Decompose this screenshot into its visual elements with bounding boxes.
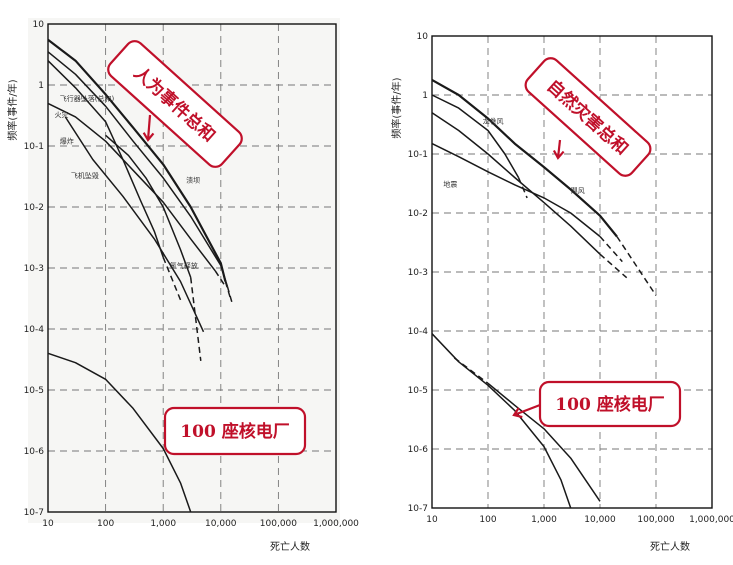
x-tick-label: 10,000	[205, 519, 237, 529]
reactor-callout-text: 100 座核电厂	[555, 394, 664, 415]
series-tail-3	[162, 257, 182, 301]
plot-frame	[431, 35, 713, 509]
series-line-7	[47, 352, 192, 513]
x-tick-label: 1,000	[531, 515, 557, 525]
series-line-2	[47, 51, 229, 287]
curve-label: 地震	[443, 180, 457, 189]
reactor-callout: 100 座核电厂	[538, 380, 682, 428]
series-line-3	[431, 112, 601, 255]
curve-label: 飞机坠毁	[71, 171, 99, 180]
natural-callout-arrow	[556, 139, 562, 159]
reactor-callout-arrowhead	[512, 407, 523, 419]
man-made-callout-box	[107, 40, 243, 168]
y-tick-label: 10-3	[24, 264, 44, 274]
series-tail-5	[453, 357, 489, 384]
chart-panel-2: 10 100 1,000 10,000 100,000 1,000,000 10 1 10-1 1…	[390, 32, 733, 553]
series-line-5	[487, 382, 601, 502]
curve-label: 飞行器坠落(总和)	[60, 94, 115, 103]
series-line-1	[431, 78, 618, 238]
y-tick-label: 10	[33, 20, 45, 30]
x-tick-label: 100	[479, 515, 496, 525]
y-tick-label: 10-7	[408, 504, 428, 514]
series-line-2	[431, 94, 520, 178]
y-tick-label: 10-7	[24, 508, 44, 518]
curve-label: 溃坝	[186, 176, 200, 185]
reactor-callout-arrow	[513, 403, 541, 417]
natural-callout-arrowhead	[552, 149, 565, 160]
curve-label: 火灾	[55, 110, 69, 119]
y-tick-label: 10-1	[408, 150, 428, 160]
series-line-6	[64, 116, 205, 333]
x-tick-label: 1,000,000	[313, 519, 359, 529]
x-tick-label: 100,000	[260, 519, 297, 529]
series-tail-5	[189, 277, 202, 361]
x-tick-label: 10	[426, 515, 438, 525]
natural-callout: 自然灾害总和	[524, 57, 652, 177]
chart-panel-1: 10 100 1,000 10,000 100,000 1,000,000 10 1 10-1 1…	[6, 18, 359, 553]
curve-label: 爆炸	[60, 136, 74, 145]
reactor-callout-text: 100 座核电厂	[180, 421, 289, 442]
series-tail-3	[599, 253, 628, 279]
y-tick-label: 10-1	[24, 142, 44, 152]
series-tail-1	[616, 236, 657, 296]
y-tick-label: 10-2	[24, 203, 44, 213]
reactor-callout: 100 座核电厂	[163, 406, 307, 456]
curve-label: 氯气释放	[170, 261, 198, 270]
y-tick-label: 1	[38, 81, 44, 91]
series-tail-4	[214, 270, 227, 287]
series-line-4	[47, 102, 216, 272]
y-tick-label: 10-5	[24, 386, 44, 396]
x-axis-label: 死亡人数	[270, 540, 310, 553]
x-axis-label: 死亡人数	[650, 540, 690, 553]
series-line-4	[431, 142, 601, 238]
x-tick-label: 100	[97, 519, 114, 529]
curve-label: 龙卷风	[483, 116, 504, 125]
x-tick-label: 10,000	[584, 515, 616, 525]
man-made-callout-arrowhead	[142, 132, 155, 142]
curve-label: 飓风	[571, 187, 585, 195]
x-tick-label: 100,000	[637, 515, 674, 525]
y-tick-label: 10-2	[408, 209, 428, 219]
x-tick-label: 1,000	[150, 519, 176, 529]
series-line-6	[431, 333, 572, 509]
series-line-1	[47, 38, 227, 282]
y-tick-label: 10-6	[408, 445, 429, 455]
man-made-callout-arrow	[146, 114, 152, 141]
y-tick-label: 10	[417, 32, 429, 42]
y-tick-label: 10-4	[24, 325, 45, 335]
y-axis-label: 频率(事件/年)	[390, 77, 403, 138]
reactor-callout-box	[538, 380, 682, 428]
series-tail-4	[599, 236, 623, 263]
y-tick-label: 10-5	[408, 386, 428, 396]
series-tail-2	[226, 286, 234, 305]
y-tick-label: 1	[422, 91, 428, 101]
y-tick-label: 10-4	[408, 327, 429, 337]
y-tick-label: 10-3	[408, 268, 428, 278]
y-tick-label: 10-6	[24, 447, 45, 457]
plot-frame	[47, 23, 337, 513]
x-tick-label: 10	[42, 519, 54, 529]
natural-callout-box	[524, 57, 652, 177]
y-axis-label: 频率(事件/年)	[6, 79, 19, 140]
series-line-5	[105, 134, 192, 278]
x-tick-label: 1,000,000	[689, 515, 733, 525]
reactor-callout-box	[163, 406, 307, 456]
